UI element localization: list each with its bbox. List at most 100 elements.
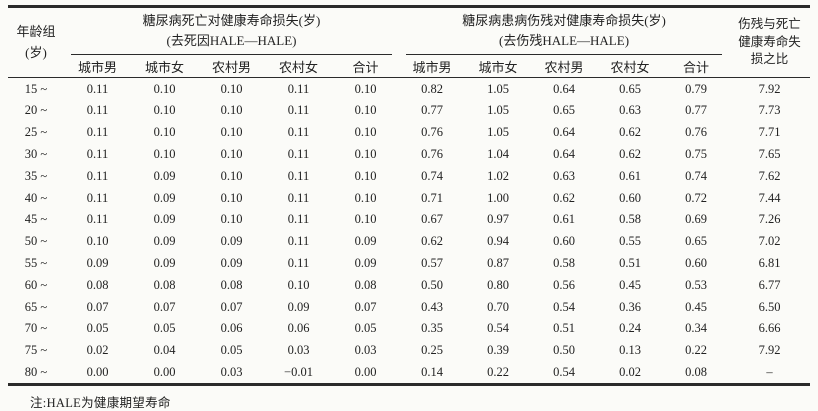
value-cell: 0.11 bbox=[287, 147, 310, 162]
value-cell: 0.54 bbox=[553, 299, 575, 314]
value-cell: 0.62 bbox=[619, 125, 641, 140]
table-row: 25 ~ 0.11 0.10 0.10 0.11 0.10 0.76 1.05 0.64 0.62… bbox=[8, 122, 810, 144]
value-cell: 0.62 bbox=[421, 234, 443, 249]
ratio-cell: 7.71 bbox=[758, 125, 781, 140]
age-cell: 60 ~ bbox=[24, 277, 48, 292]
value-cell: 0.11 bbox=[287, 125, 310, 140]
value-cell: 0.11 bbox=[86, 125, 109, 140]
age-cell: 50 ~ bbox=[24, 234, 48, 249]
value-cell: 0.22 bbox=[487, 365, 509, 379]
subheader-disability-2: 农村男 bbox=[531, 55, 598, 78]
ratio-cell: 7.62 bbox=[758, 168, 781, 183]
value-cell: 0.69 bbox=[685, 212, 707, 227]
value-cell: 0.03 bbox=[354, 343, 377, 358]
ratio-cell: 7.44 bbox=[758, 190, 781, 205]
age-cell: 65 ~ bbox=[24, 299, 48, 314]
subheader-death-0: 城市男 bbox=[64, 55, 131, 78]
value-cell: 0.10 bbox=[354, 103, 377, 118]
table-header: 年龄组 (岁) 糖尿病死亡对健康寿命损失(岁) (去死因HALE—HALE) 糖… bbox=[8, 6, 811, 78]
value-cell: 0.07 bbox=[220, 299, 243, 314]
value-cell: 0.10 bbox=[354, 190, 377, 205]
value-cell: 0.51 bbox=[553, 321, 575, 336]
value-cell: 0.77 bbox=[421, 103, 443, 118]
disability-loss-group-title: 糖尿病患病伤残对健康寿命损失(岁) (去伤残HALE—HALE) bbox=[406, 8, 723, 55]
value-cell: 1.02 bbox=[487, 168, 509, 183]
value-cell: 0.10 bbox=[220, 103, 243, 118]
value-cell: 0.10 bbox=[354, 147, 377, 162]
value-cell: 1.00 bbox=[487, 190, 509, 205]
table-row: 40 ~ 0.11 0.09 0.10 0.11 0.10 0.71 1.00 0.62 0.60… bbox=[8, 187, 810, 209]
value-cell: 0.10 bbox=[153, 103, 176, 118]
value-cell: 0.45 bbox=[685, 299, 707, 314]
age-cell: 45 ~ bbox=[24, 212, 48, 227]
value-cell: 1.04 bbox=[487, 147, 509, 162]
value-cell: 1.05 bbox=[487, 81, 509, 96]
ratio-cell: 7.92 bbox=[758, 343, 781, 358]
value-cell: 0.62 bbox=[553, 190, 575, 205]
value-cell: 0.11 bbox=[86, 168, 109, 183]
table-row: 65 ~ 0.07 0.07 0.07 0.09 0.07 0.43 0.70 0.54 0.36… bbox=[8, 296, 810, 318]
value-cell: 0.11 bbox=[86, 212, 109, 227]
value-cell: 1.05 bbox=[487, 103, 509, 118]
value-cell: 0.10 bbox=[86, 234, 109, 249]
death-loss-group-header: 糖尿病死亡对健康寿命损失(岁) (去死因HALE—HALE) bbox=[64, 7, 399, 55]
value-cell: 0.10 bbox=[220, 168, 243, 183]
value-cell: 0.62 bbox=[619, 147, 641, 162]
value-cell: 0.02 bbox=[619, 365, 641, 379]
subheader-death-3: 农村女 bbox=[265, 55, 332, 78]
value-cell: 0.09 bbox=[354, 234, 377, 249]
value-cell: 0.11 bbox=[86, 147, 109, 162]
age-cell: 30 ~ bbox=[24, 147, 48, 162]
value-cell: 0.09 bbox=[153, 256, 176, 271]
value-cell: 0.63 bbox=[553, 168, 575, 183]
ratio-cell: – bbox=[766, 365, 773, 379]
disability-loss-group-header: 糖尿病患病伤残对健康寿命损失(岁) (去伤残HALE—HALE) bbox=[399, 7, 729, 55]
table-body: 15 ~ 0.11 0.10 0.10 0.11 0.10 0.82 1.05 0.64 0.65… bbox=[8, 78, 810, 385]
ratio-cell: 6.81 bbox=[758, 256, 781, 271]
table-row: 60 ~ 0.08 0.08 0.08 0.10 0.08 0.50 0.80 0.56 0.45… bbox=[8, 274, 810, 296]
value-cell: 0.11 bbox=[287, 190, 310, 205]
value-cell: 0.10 bbox=[354, 125, 377, 140]
value-cell: 0.63 bbox=[619, 103, 641, 118]
death-loss-group-title: 糖尿病死亡对健康寿命损失(岁) (去死因HALE—HALE) bbox=[71, 8, 393, 55]
value-cell: 0.07 bbox=[354, 299, 377, 314]
value-cell: 0.02 bbox=[86, 343, 109, 358]
value-cell: 0.50 bbox=[553, 343, 575, 358]
value-cell: 0.64 bbox=[553, 81, 575, 96]
value-cell: 0.05 bbox=[354, 321, 377, 336]
value-cell: 0.09 bbox=[354, 256, 377, 271]
subheader-death-2: 农村男 bbox=[198, 55, 265, 78]
value-cell: 0.10 bbox=[220, 147, 243, 162]
ratio-cell: 6.77 bbox=[758, 277, 781, 292]
value-cell: 0.00 bbox=[354, 365, 377, 379]
value-cell: 0.53 bbox=[685, 277, 707, 292]
value-cell: 0.09 bbox=[220, 234, 243, 249]
table-row: 15 ~ 0.11 0.10 0.10 0.11 0.10 0.82 1.05 0.64 0.65… bbox=[8, 78, 810, 100]
value-cell: 0.03 bbox=[287, 343, 310, 358]
value-cell: 0.34 bbox=[685, 321, 707, 336]
value-cell: 0.11 bbox=[86, 81, 109, 96]
value-cell: 0.10 bbox=[220, 125, 243, 140]
value-cell: 0.09 bbox=[153, 212, 176, 227]
table-row: 35 ~ 0.11 0.09 0.10 0.11 0.10 0.74 1.02 0.63 0.61… bbox=[8, 165, 810, 187]
value-cell: 0.10 bbox=[354, 81, 377, 96]
value-cell: 0.65 bbox=[619, 81, 641, 96]
age-cell: 75 ~ bbox=[24, 343, 48, 358]
value-cell: 0.87 bbox=[487, 256, 509, 271]
value-cell: 0.11 bbox=[287, 81, 310, 96]
value-cell: 0.11 bbox=[287, 168, 310, 183]
value-cell: 0.82 bbox=[421, 81, 443, 96]
value-cell: 0.07 bbox=[86, 299, 109, 314]
value-cell: 0.11 bbox=[86, 103, 109, 118]
value-cell: 0.61 bbox=[619, 168, 641, 183]
value-cell: 0.57 bbox=[421, 256, 443, 271]
value-cell: 0.08 bbox=[86, 277, 109, 292]
value-cell: 0.09 bbox=[86, 256, 109, 271]
value-cell: 0.05 bbox=[220, 343, 243, 358]
value-cell: 0.60 bbox=[619, 190, 641, 205]
age-cell: 70 ~ bbox=[24, 321, 48, 336]
value-cell: 0.24 bbox=[619, 321, 641, 336]
value-cell: 0.14 bbox=[421, 365, 443, 379]
age-cell: 40 ~ bbox=[24, 190, 48, 205]
